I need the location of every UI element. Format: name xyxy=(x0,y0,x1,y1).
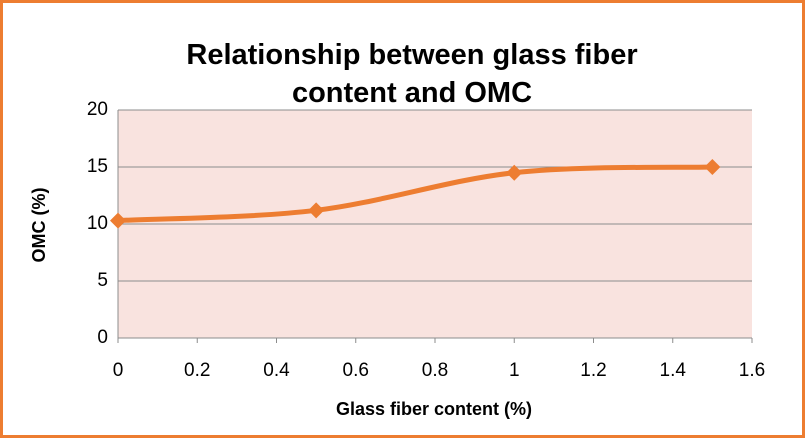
x-tick-label: 0.4 xyxy=(263,360,290,381)
x-axis-label: Glass fiber content (%) xyxy=(336,399,532,419)
marker xyxy=(308,202,325,219)
marker xyxy=(704,159,721,175)
chart-title: Relationship between glass fiber content… xyxy=(186,39,638,109)
y-tick-label: 20 xyxy=(87,99,108,120)
x-tick-label: 0.8 xyxy=(422,360,448,381)
y-tick-label: 0 xyxy=(97,327,108,348)
marker xyxy=(110,212,126,229)
x-tick-label: 0 xyxy=(113,360,124,381)
y-tick-label: 10 xyxy=(87,213,108,234)
x-tick-label: 0.6 xyxy=(343,360,369,381)
y-tick-label: 5 xyxy=(97,270,108,291)
x-tick-label: 1.4 xyxy=(660,360,687,381)
x-tick-label: 1.2 xyxy=(580,360,606,381)
y-axis-label: OMC (%) xyxy=(29,188,49,263)
x-tick-label: 1 xyxy=(509,360,520,381)
x-tick-label: 0.2 xyxy=(184,360,210,381)
marker xyxy=(506,164,523,181)
line xyxy=(117,164,713,224)
x-tick-label: 1.6 xyxy=(739,360,765,381)
y-tick-label: 15 xyxy=(87,156,108,177)
